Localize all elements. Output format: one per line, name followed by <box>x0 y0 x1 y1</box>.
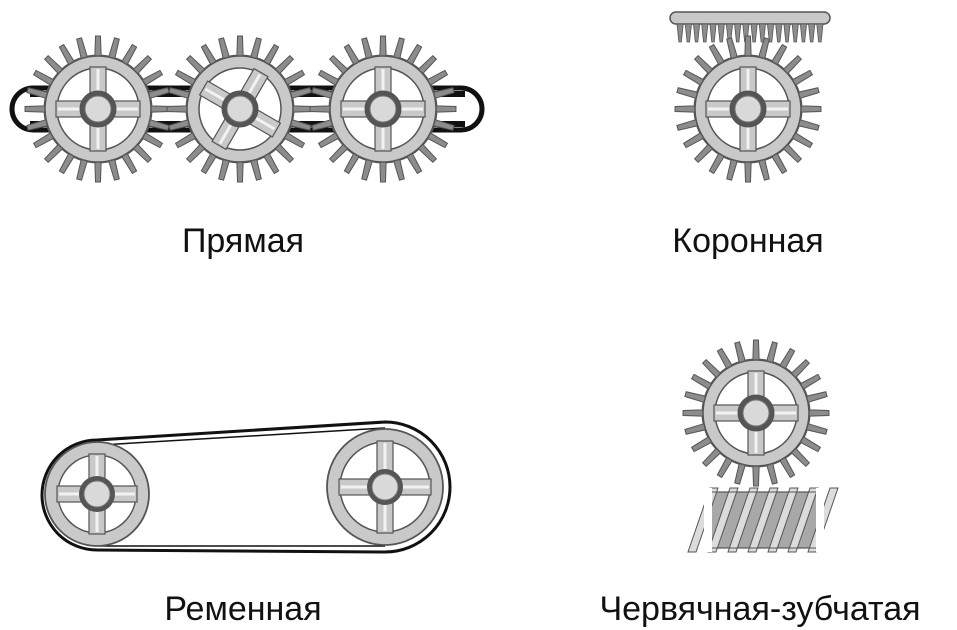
worm-caption: Червячная-зубчатая <box>599 590 920 628</box>
worm-mask-left <box>704 488 712 552</box>
gear-hub <box>226 95 254 123</box>
worm-wheel-gear <box>682 339 830 487</box>
crown-tooth <box>816 23 824 43</box>
gear-hub <box>734 95 762 123</box>
crown-tooth <box>693 23 701 43</box>
crown-tooth <box>767 23 775 43</box>
crown-tooth <box>775 23 783 43</box>
crown-tooth <box>717 23 725 43</box>
crown-rim-band <box>669 11 831 25</box>
worm-gear-assembly <box>682 339 839 553</box>
crown-gear-assembly <box>669 11 831 183</box>
crown-pinion-gear <box>674 35 822 183</box>
crown-tooth <box>799 23 807 43</box>
spur-gear-left <box>24 35 172 183</box>
worm-thread <box>707 487 739 553</box>
crown-tooth <box>791 23 799 43</box>
belt-inner-top <box>99 427 386 446</box>
crown-tooth <box>750 23 758 43</box>
small-pulley <box>44 441 150 547</box>
large-pulley <box>326 428 444 546</box>
belt-caption: Ременная <box>164 590 321 628</box>
spur-gear-middle <box>166 35 314 183</box>
pulley-hub <box>371 473 399 501</box>
worm-mask-right <box>816 488 824 552</box>
worm-thread <box>747 487 779 553</box>
crown-tooth <box>684 23 692 43</box>
crown-tooth <box>808 23 816 43</box>
worm-screw <box>687 487 839 553</box>
gear-hub <box>742 399 770 427</box>
crown-tooth <box>676 23 684 43</box>
crown-caption: Коронная <box>672 222 823 260</box>
spur-caption: Прямая <box>182 222 304 260</box>
crown-tooth <box>701 23 709 43</box>
worm-thread <box>727 487 759 553</box>
crown-tooth <box>709 23 717 43</box>
crown-tooth <box>734 23 742 43</box>
spur-gear-right <box>309 35 457 183</box>
worm-thread <box>767 487 799 553</box>
pulley-hub <box>83 480 111 508</box>
belt-drive <box>40 420 452 554</box>
gear-hub <box>369 95 397 123</box>
spur-gear-train <box>9 35 485 183</box>
gear-hub <box>84 95 112 123</box>
crown-gear-rim <box>669 11 831 43</box>
crown-tooth <box>783 23 791 43</box>
